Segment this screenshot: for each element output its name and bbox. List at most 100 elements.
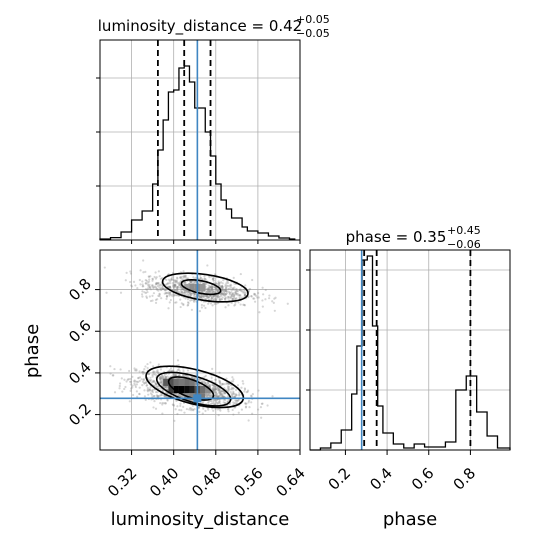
joint-sample-point (145, 381, 148, 385)
joint-sample-point (238, 393, 241, 396)
joint-sample-point (233, 298, 237, 301)
joint-sample-point (234, 290, 237, 294)
joint-sample-point (159, 288, 162, 292)
joint-sample-point (161, 287, 165, 291)
joint-sample-point (221, 288, 224, 291)
joint-sample-point (187, 375, 190, 378)
joint-sample-point (169, 279, 172, 282)
joint-sample-point (189, 292, 192, 295)
joint-sample-point (148, 283, 151, 287)
joint-sample-point (134, 384, 137, 387)
joint-sample-point (218, 400, 221, 403)
joint-sample-point (153, 370, 156, 373)
joint-sample-point (150, 284, 154, 287)
joint-sample-point (229, 388, 232, 391)
joint-sample-point (211, 304, 214, 307)
joint-sample-point (214, 291, 217, 294)
joint-sample-point (222, 398, 225, 401)
joint-sample-point (232, 386, 235, 390)
joint-density-cell (189, 393, 195, 401)
joint-sample-point (223, 293, 226, 296)
joint-sample-point (175, 289, 179, 292)
joint-sample-point (194, 382, 197, 385)
joint-sample-point (154, 283, 158, 286)
joint-sample-point (168, 285, 172, 289)
joint-sample-point (140, 378, 143, 381)
joint-sample-point (168, 285, 171, 289)
joint-sample-point (171, 281, 174, 285)
joint-density-cell (184, 385, 190, 394)
joint-sample-point (230, 288, 233, 291)
joint-sample-point (167, 292, 170, 295)
joint-sample-point (212, 290, 215, 293)
joint-sample-point (164, 402, 167, 405)
joint-sample-point (212, 384, 215, 387)
joint-sample-point (158, 283, 161, 286)
joint-sample-point (222, 401, 225, 404)
joint-sample-point (171, 295, 174, 298)
joint-sample-point (157, 294, 160, 297)
joint-sample-point (177, 394, 180, 397)
joint-sample-point (174, 279, 177, 282)
joint-sample-point (209, 285, 213, 288)
joint-sample-point (231, 297, 235, 300)
joint-sample-point (203, 275, 206, 278)
joint-sample-point (206, 394, 210, 397)
joint-sample-point (158, 292, 161, 296)
joint-sample-point (177, 394, 180, 397)
joint-sample-point (150, 381, 153, 384)
joint-sample-point (230, 294, 234, 297)
joint-sample-point (174, 279, 177, 283)
joint-sample-point (132, 393, 135, 397)
joint-sample-point (182, 270, 185, 273)
joint-sample-point (211, 386, 215, 390)
joint-sample-point (219, 391, 222, 395)
joint-sample-point (199, 294, 203, 297)
joint-sample-point (230, 284, 233, 287)
joint-sample-point (207, 383, 210, 386)
joint-sample-point (240, 408, 244, 411)
joint-sample-point (261, 402, 264, 405)
joint-sample-point (213, 388, 216, 392)
joint-density-cell (189, 283, 195, 292)
joint-sample-point (123, 387, 126, 391)
joint-sample-point (148, 287, 151, 290)
joint-sample-point (209, 295, 212, 298)
joint-sample-point (180, 302, 183, 305)
joint-sample-point (257, 296, 260, 299)
joint-sample-point (212, 399, 215, 402)
joint-sample-point (207, 381, 210, 384)
joint-sample-point (217, 295, 220, 298)
joint-sample-point (230, 395, 233, 398)
joint-sample-point (238, 394, 241, 397)
joint-sample-point (206, 381, 210, 385)
joint-sample-point (240, 289, 243, 292)
joint-sample-point (142, 371, 145, 374)
joint-density-cell (200, 385, 206, 394)
joint-sample-point (214, 388, 217, 391)
joint-sample-point (165, 295, 169, 298)
joint-sample-point (213, 402, 217, 406)
joint-sample-point (224, 293, 227, 296)
joint-sample-point (173, 288, 177, 292)
joint-sample-point (221, 383, 224, 386)
joint-sample-point (231, 297, 234, 300)
phase-title-lower: −0.06 (447, 238, 481, 251)
joint-sample-point (156, 369, 159, 372)
joint-sample-point (215, 392, 218, 395)
joint-sample-point (230, 295, 233, 298)
joint-sample-point (197, 406, 201, 409)
joint-sample-point (231, 292, 234, 296)
joint-sample-point (209, 285, 212, 289)
joint-sample-point (179, 276, 182, 279)
joint-sample-point (206, 288, 210, 291)
joint-sample-point (237, 411, 240, 414)
joint-sample-point (137, 377, 140, 380)
joint-sample-point (200, 303, 203, 307)
x-axis-label-lumi: luminosity_distance (111, 509, 290, 530)
joint-sample-point (165, 295, 169, 298)
joint-sample-point (221, 286, 224, 289)
joint-sample-point (221, 293, 225, 296)
joint-sample-point (164, 376, 167, 379)
joint-sample-point (171, 276, 174, 279)
